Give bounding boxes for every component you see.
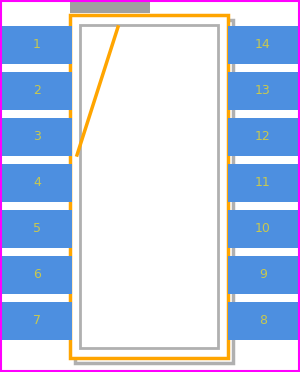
Bar <box>80 25 218 348</box>
Text: 2: 2 <box>33 84 41 97</box>
Text: 6: 6 <box>33 269 41 282</box>
Text: 9: 9 <box>259 269 267 282</box>
Bar <box>228 164 298 202</box>
Bar <box>228 72 298 110</box>
Bar <box>2 256 72 294</box>
Text: 11: 11 <box>255 176 271 189</box>
Text: 10: 10 <box>255 222 271 235</box>
Bar <box>70 15 228 358</box>
Text: 4: 4 <box>33 176 41 189</box>
Bar <box>228 256 298 294</box>
Bar <box>2 164 72 202</box>
Text: 13: 13 <box>255 84 271 97</box>
Text: 7: 7 <box>33 314 41 327</box>
Bar <box>70 2 150 13</box>
Text: 8: 8 <box>259 314 267 327</box>
Text: 14: 14 <box>255 38 271 51</box>
Bar <box>2 210 72 248</box>
Bar <box>2 72 72 110</box>
Bar <box>75 20 233 363</box>
Bar <box>228 210 298 248</box>
Text: 5: 5 <box>33 222 41 235</box>
Text: 12: 12 <box>255 131 271 144</box>
Bar <box>228 26 298 64</box>
Bar <box>2 26 72 64</box>
Bar <box>228 302 298 340</box>
Bar <box>2 118 72 156</box>
Text: 1: 1 <box>33 38 41 51</box>
Bar <box>228 118 298 156</box>
Bar <box>2 302 72 340</box>
Text: 3: 3 <box>33 131 41 144</box>
